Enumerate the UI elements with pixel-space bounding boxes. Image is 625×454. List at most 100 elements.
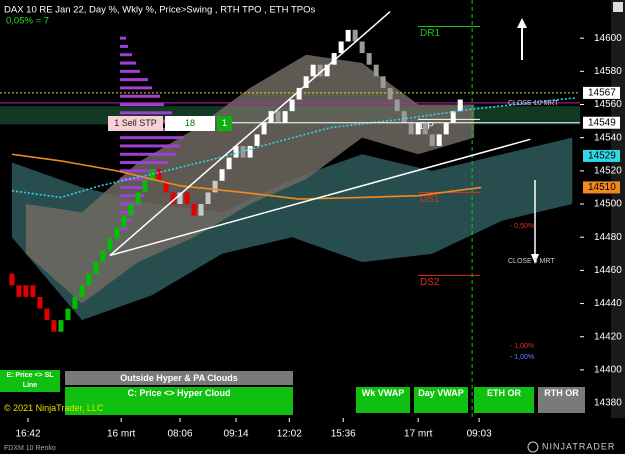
panel-e: E: Price <> SL Line	[0, 370, 60, 392]
renko-brick	[16, 285, 22, 297]
renko-brick	[394, 99, 400, 112]
y-tick-label: 14400	[594, 365, 622, 376]
renko-brick	[198, 204, 204, 216]
trend-line	[109, 11, 391, 257]
annotation: - 0,50%	[510, 223, 534, 230]
annotation: CLOSE 10 MRT	[508, 100, 559, 107]
y-tick-label: 14460	[594, 265, 622, 276]
renko-brick	[128, 204, 134, 216]
order-count[interactable]: 1	[217, 116, 232, 131]
subtitle: 0,05% = 7	[6, 16, 49, 27]
x-tick-label: 12:02	[277, 429, 302, 440]
order-label[interactable]: 1 Sell STP	[108, 116, 163, 131]
x-tick-label: 17 mrt	[404, 429, 433, 440]
tpo-bar	[120, 185, 148, 189]
arrow-head	[517, 18, 527, 28]
tpo-bar	[120, 86, 152, 90]
scroll-button[interactable]	[613, 2, 623, 12]
chart-title: DAX 10 RE Jan 22, Day %, Wkly %, Price>S…	[4, 5, 315, 16]
renko-brick	[58, 320, 64, 332]
renko-brick	[93, 262, 99, 274]
button-wk-vwap[interactable]: Wk VWAP	[356, 387, 410, 413]
annotation: CLOSE 5 MRT	[508, 258, 555, 265]
renko-brick	[254, 134, 260, 146]
renko-brick	[37, 296, 43, 309]
panel-outside: Outside Hyper & PA Clouds	[65, 371, 293, 385]
button-eth-or[interactable]: ETH OR	[474, 387, 534, 413]
tpo-bar	[120, 227, 128, 231]
tpo-bar	[120, 136, 184, 140]
tpo-bar	[120, 61, 136, 65]
tpo-bar	[120, 53, 132, 57]
renko-brick	[142, 180, 148, 193]
renko-brick	[296, 87, 302, 100]
renko-brick	[65, 308, 71, 321]
renko-brick	[387, 87, 393, 100]
price-marker	[583, 116, 620, 129]
renko-brick	[373, 64, 379, 77]
renko-brick	[303, 76, 309, 88]
renko-brick	[457, 99, 463, 112]
renko-brick	[338, 41, 344, 54]
renko-brick	[177, 192, 183, 205]
tpo-bar	[120, 94, 160, 98]
renko-brick	[205, 192, 211, 205]
price-marker	[583, 181, 620, 194]
renko-brick	[219, 169, 225, 181]
renko-brick	[352, 29, 358, 42]
renko-brick	[366, 53, 372, 65]
price-marker-label: 14567	[588, 88, 616, 99]
y-tick-label: 14600	[594, 33, 622, 44]
arrow-head	[531, 254, 539, 264]
x-tick-label: 09:03	[467, 429, 492, 440]
renko-brick	[261, 122, 267, 135]
renko-brick	[380, 76, 386, 88]
y-tick-label: 14380	[594, 398, 622, 409]
renko-brick	[317, 64, 323, 77]
y-tick-label: 14500	[594, 199, 622, 210]
tpo-bar	[120, 161, 168, 165]
price-marker-label: 14510	[588, 182, 616, 193]
logo-icon	[527, 441, 539, 453]
renko-brick	[191, 204, 197, 216]
x-tick-label: 09:14	[224, 429, 249, 440]
renko-brick	[79, 285, 85, 297]
renko-brick	[436, 134, 442, 146]
renko-brick	[149, 169, 155, 181]
x-tick-label: 08:06	[168, 429, 193, 440]
tpo-bar	[120, 210, 136, 214]
logo: NINJATRADER	[542, 441, 615, 451]
tpo-bar	[120, 111, 172, 115]
renko-brick	[233, 145, 239, 158]
tpo-bar	[120, 103, 164, 106]
tpo-bar	[120, 169, 160, 173]
panel-c: C: Price <> Hyper Cloud	[65, 387, 293, 415]
order-quantity[interactable]: 18	[165, 116, 215, 131]
renko-brick	[345, 29, 351, 42]
renko-brick	[9, 273, 15, 286]
trend-line	[109, 138, 531, 257]
x-tick-label: 16:42	[16, 429, 41, 440]
renko-brick	[359, 41, 365, 54]
renko-brick	[163, 180, 169, 193]
price-marker-label: 14529	[588, 151, 616, 162]
pivot-label: DS1	[420, 194, 440, 205]
cloud	[11, 137, 573, 321]
tpo-bar	[120, 194, 144, 198]
button-rth-or[interactable]: RTH OR	[538, 387, 585, 413]
renko-brick	[331, 53, 337, 65]
renko-brick	[72, 296, 78, 309]
price-marker-label: 14549	[588, 117, 616, 128]
tpo-bar	[120, 69, 140, 73]
indicator-line	[11, 153, 482, 200]
renko-brick	[450, 111, 456, 123]
y-tick-label: 14420	[594, 331, 622, 342]
renko-brick	[422, 122, 428, 135]
annotation: - 1,00%	[510, 343, 534, 350]
renko-brick	[226, 157, 232, 170]
renko-brick	[282, 111, 288, 123]
button-day-vwap[interactable]: Day VWAP	[414, 387, 468, 413]
renko-brick	[86, 273, 92, 286]
renko-brick	[443, 122, 449, 135]
